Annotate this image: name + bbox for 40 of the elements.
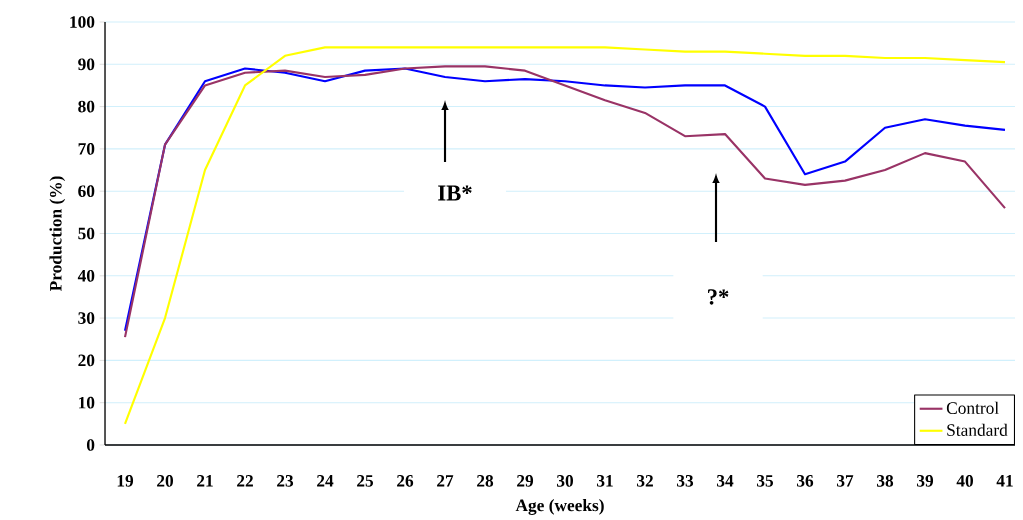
y-tick-label: 40: [77, 269, 95, 282]
x-tick-label: 22: [237, 475, 253, 487]
x-tick-label: 26: [397, 475, 414, 487]
y-tick-label: 20: [78, 354, 95, 367]
y-tick-label: 10: [79, 396, 95, 409]
x-tick-label: 27: [437, 475, 454, 487]
x-tick-label: 23: [277, 475, 294, 487]
x-tick-label: 40: [956, 475, 974, 487]
x-tick-label: 36: [796, 475, 814, 487]
legend-label: Control: [946, 401, 999, 414]
legend-label: Standard: [947, 423, 1008, 436]
x-tick-label: 25: [357, 475, 374, 487]
y-tick-label: 60: [78, 185, 95, 198]
x-tick-label: 20: [157, 475, 174, 487]
x-tick-label: 32: [636, 475, 653, 487]
x-tick-label: 30: [556, 475, 574, 487]
annotation: ?*: [708, 289, 729, 305]
x-tick-label: 29: [517, 475, 534, 487]
y-tick-label: 100: [70, 16, 95, 28]
x-tick-label: 41: [996, 475, 1013, 487]
x-tick-label: 34: [716, 475, 734, 487]
annotation: IB*: [438, 185, 472, 201]
x-axis-title: Age (weeks): [515, 499, 604, 515]
y-tick-label: 80: [78, 100, 95, 113]
x-tick-label: 31: [596, 475, 613, 487]
x-tick-label: 33: [676, 475, 694, 487]
y-tick-label: 50: [78, 227, 95, 240]
x-tick-label: 39: [916, 475, 934, 487]
x-tick-label: 35: [756, 475, 774, 487]
x-tick-label: 21: [197, 475, 213, 487]
y-tick-label: 70: [78, 143, 95, 155]
y-tick-label: 90: [78, 58, 95, 71]
y-tick-label: 0: [86, 439, 95, 451]
y-tick-label: 30: [78, 312, 95, 324]
y-axis-title: Production (%): [49, 176, 66, 292]
x-tick-label: 24: [317, 475, 334, 487]
x-tick-label: 28: [477, 475, 494, 487]
x-tick-label: 38: [876, 475, 894, 487]
x-tick-label: 37: [836, 475, 854, 487]
x-tick-label: 19: [117, 475, 134, 487]
